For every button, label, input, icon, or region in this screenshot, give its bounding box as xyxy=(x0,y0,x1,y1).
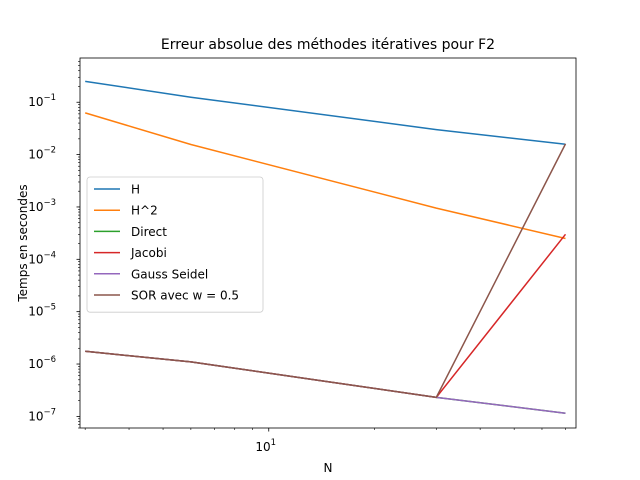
x-axis-label: N xyxy=(324,461,333,475)
legend-label-5: SOR avec w = 0.5 xyxy=(131,289,239,303)
legend-box xyxy=(86,176,264,313)
legend: H H^2 Direct Jacobi Gauss Seidel SOR avec w =… xyxy=(86,176,264,313)
legend-label-4: Gauss Seidel xyxy=(131,267,208,281)
series-line-5 xyxy=(85,143,567,399)
chart-title: Erreur absolue des méthodes itératives p… xyxy=(161,37,495,53)
axes-frame xyxy=(79,57,577,429)
y-axis-label: Temps en secondes xyxy=(16,184,30,302)
legend-label-3: Jacobi xyxy=(130,246,167,260)
series-layer xyxy=(84,80,567,414)
series-line-0 xyxy=(85,80,566,146)
series-line-1 xyxy=(84,112,566,240)
legend-label-1: H^2 xyxy=(131,204,158,218)
legend-label-2: Direct xyxy=(131,225,167,239)
legend-label-0: H xyxy=(131,183,140,197)
